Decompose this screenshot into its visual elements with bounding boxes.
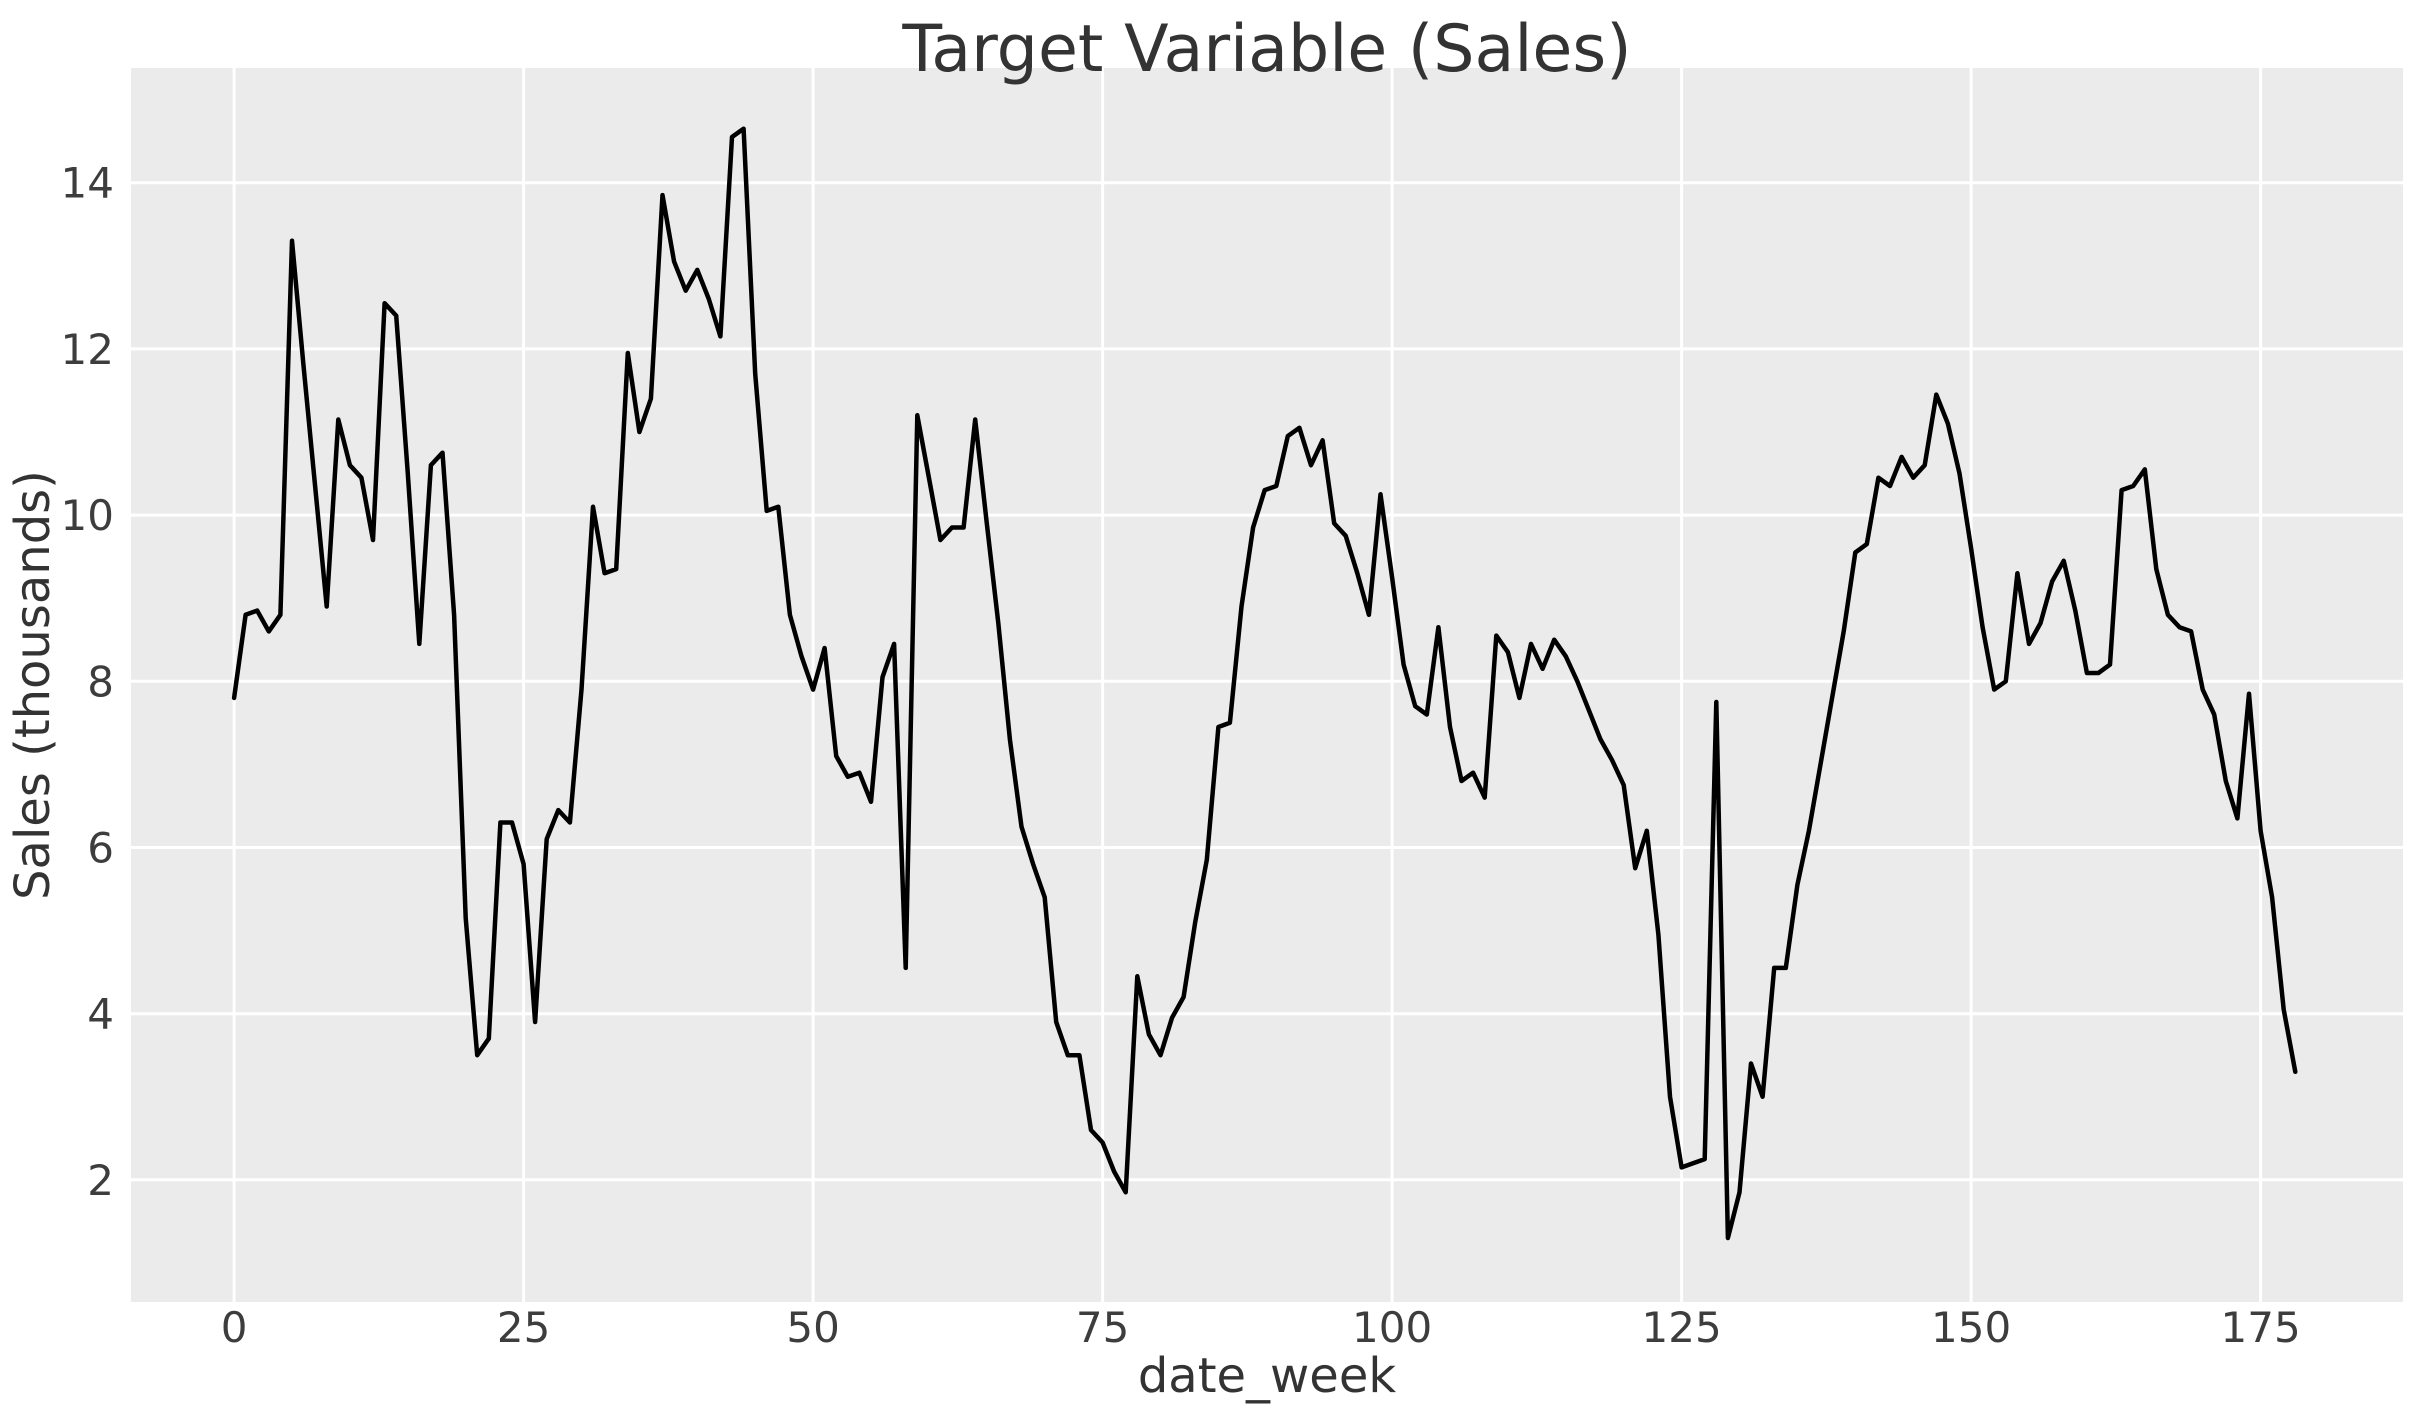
x-tick-label: 125 [1642, 1303, 1722, 1352]
plot-area [131, 68, 2403, 1302]
y-tick-label: 2 [87, 1156, 114, 1205]
x-tick-label: 25 [497, 1303, 550, 1352]
x-axis-label: date_week [1137, 1348, 1397, 1404]
x-tick-label: 100 [1352, 1303, 1432, 1352]
y-tick-label: 10 [61, 491, 114, 540]
x-tick-label: 150 [1931, 1303, 2011, 1352]
sales-series-line [231, 126, 2298, 1241]
y-tick-label: 12 [61, 325, 114, 374]
chart-title: Target Variable (Sales) [902, 12, 1632, 87]
y-tick-label: 14 [61, 159, 114, 208]
x-tick-label: 50 [786, 1303, 839, 1352]
x-tick-label: 75 [1076, 1303, 1129, 1352]
y-tick-label: 4 [87, 990, 114, 1039]
y-axis-label: Sales (thousands) [5, 470, 61, 900]
y-tick-label: 8 [87, 657, 114, 706]
x-tick-label: 0 [221, 1303, 248, 1352]
x-tick-label: 175 [2221, 1303, 2301, 1352]
y-tick-label: 6 [87, 824, 114, 873]
